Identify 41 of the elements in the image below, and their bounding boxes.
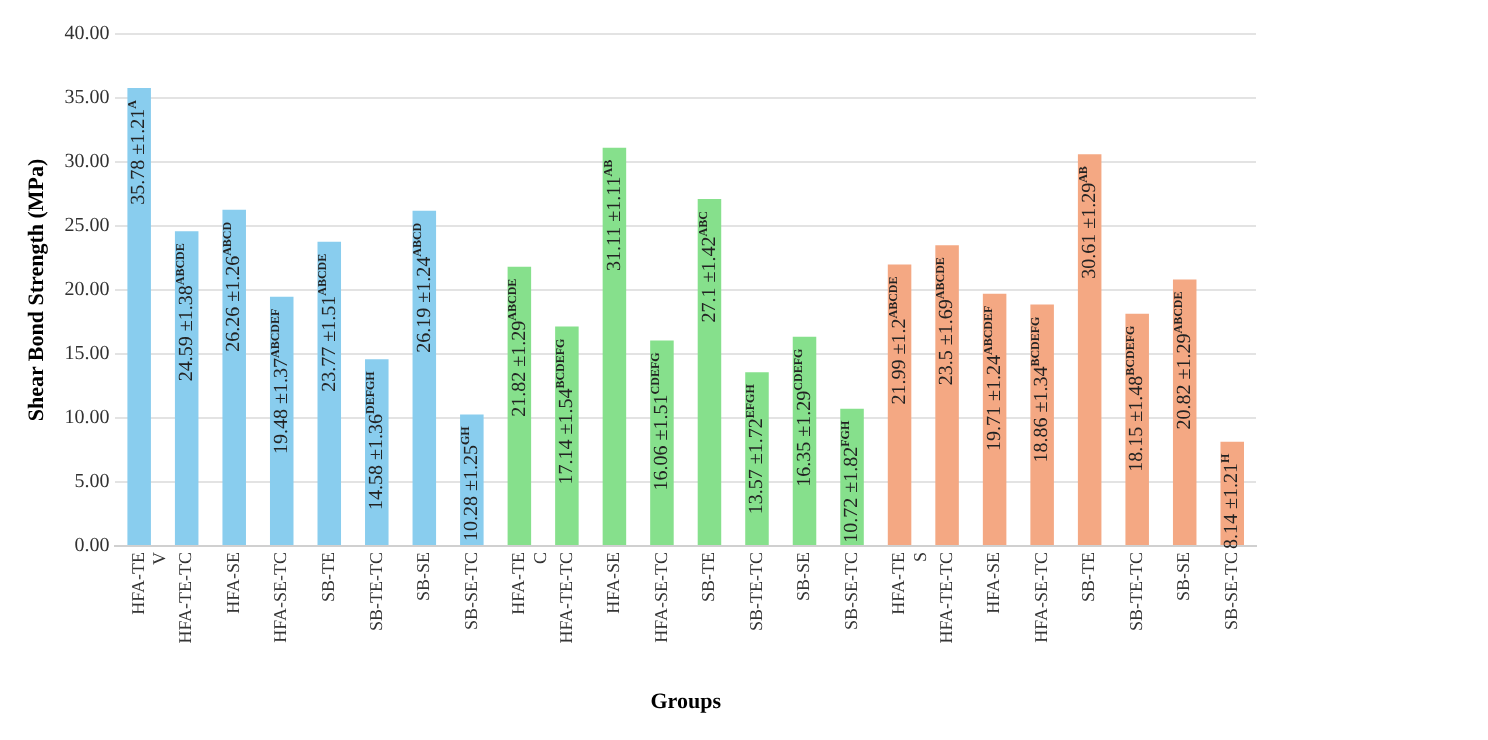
x-tick-label: HFA-TE-TC bbox=[175, 551, 196, 644]
x-tick-label: HFA-TE-TC bbox=[935, 551, 956, 644]
y-tick-label: 20.00 bbox=[64, 279, 110, 302]
x-tick-label: SB-TE bbox=[1078, 550, 1099, 602]
x-tick-label: SB-SE bbox=[413, 550, 434, 601]
x-tick-label: HFA-TE V bbox=[127, 550, 170, 615]
bar bbox=[602, 147, 627, 545]
x-tick-label: SB-TE-TC bbox=[1125, 551, 1146, 631]
x-tick-label: HFA-SE bbox=[222, 550, 243, 614]
x-tick-label: HFA-TE S bbox=[888, 550, 930, 615]
x-tick-label: SB-SE-TC bbox=[1220, 551, 1241, 630]
bar bbox=[1077, 154, 1102, 545]
x-tick-label: HFA-SE-TC bbox=[270, 551, 291, 643]
y-tick-label: 5.00 bbox=[74, 471, 110, 494]
bar bbox=[222, 209, 246, 545]
bar bbox=[127, 88, 151, 545]
x-tick-label: HFA-TE-TC bbox=[555, 551, 576, 644]
bar bbox=[697, 199, 722, 545]
x-tick-label: SB-TE-TC bbox=[365, 551, 386, 631]
y-tick-label: 15.00 bbox=[64, 343, 110, 366]
y-tick-label: 25.00 bbox=[64, 215, 110, 238]
y-axis-title: Shear Bond Strength (MPa) bbox=[24, 158, 49, 422]
x-tick-label: SB-SE bbox=[1173, 550, 1194, 601]
x-tick-label: SB-SE-TC bbox=[460, 551, 481, 630]
x-tick-label: SB-SE-TC bbox=[840, 551, 861, 630]
x-tick-label: HFA-TE C bbox=[508, 550, 550, 615]
x-tick-label: HFA-SE-TC bbox=[650, 551, 671, 643]
y-tick-label: 40.00 bbox=[64, 23, 110, 46]
x-tick-label: HFA-SE bbox=[603, 550, 624, 614]
x-tick-label: HFA-SE-TC bbox=[1030, 551, 1051, 643]
x-tick-label: HFA-SE bbox=[983, 550, 1004, 614]
x-tick-label: SB-TE-TC bbox=[745, 551, 766, 631]
x-tick-label: SB-TE bbox=[698, 550, 719, 602]
x-tick-label: SB-TE bbox=[317, 550, 338, 602]
y-tick-label: 30.00 bbox=[64, 151, 110, 174]
y-tick-label: 0.00 bbox=[74, 535, 110, 558]
bar bbox=[935, 245, 959, 545]
x-axis-title: Groups bbox=[650, 690, 723, 715]
x-tick-label: SB-SE bbox=[793, 550, 814, 601]
y-tick-label: 35.00 bbox=[64, 87, 110, 110]
y-tick-label: 10.00 bbox=[64, 407, 110, 430]
